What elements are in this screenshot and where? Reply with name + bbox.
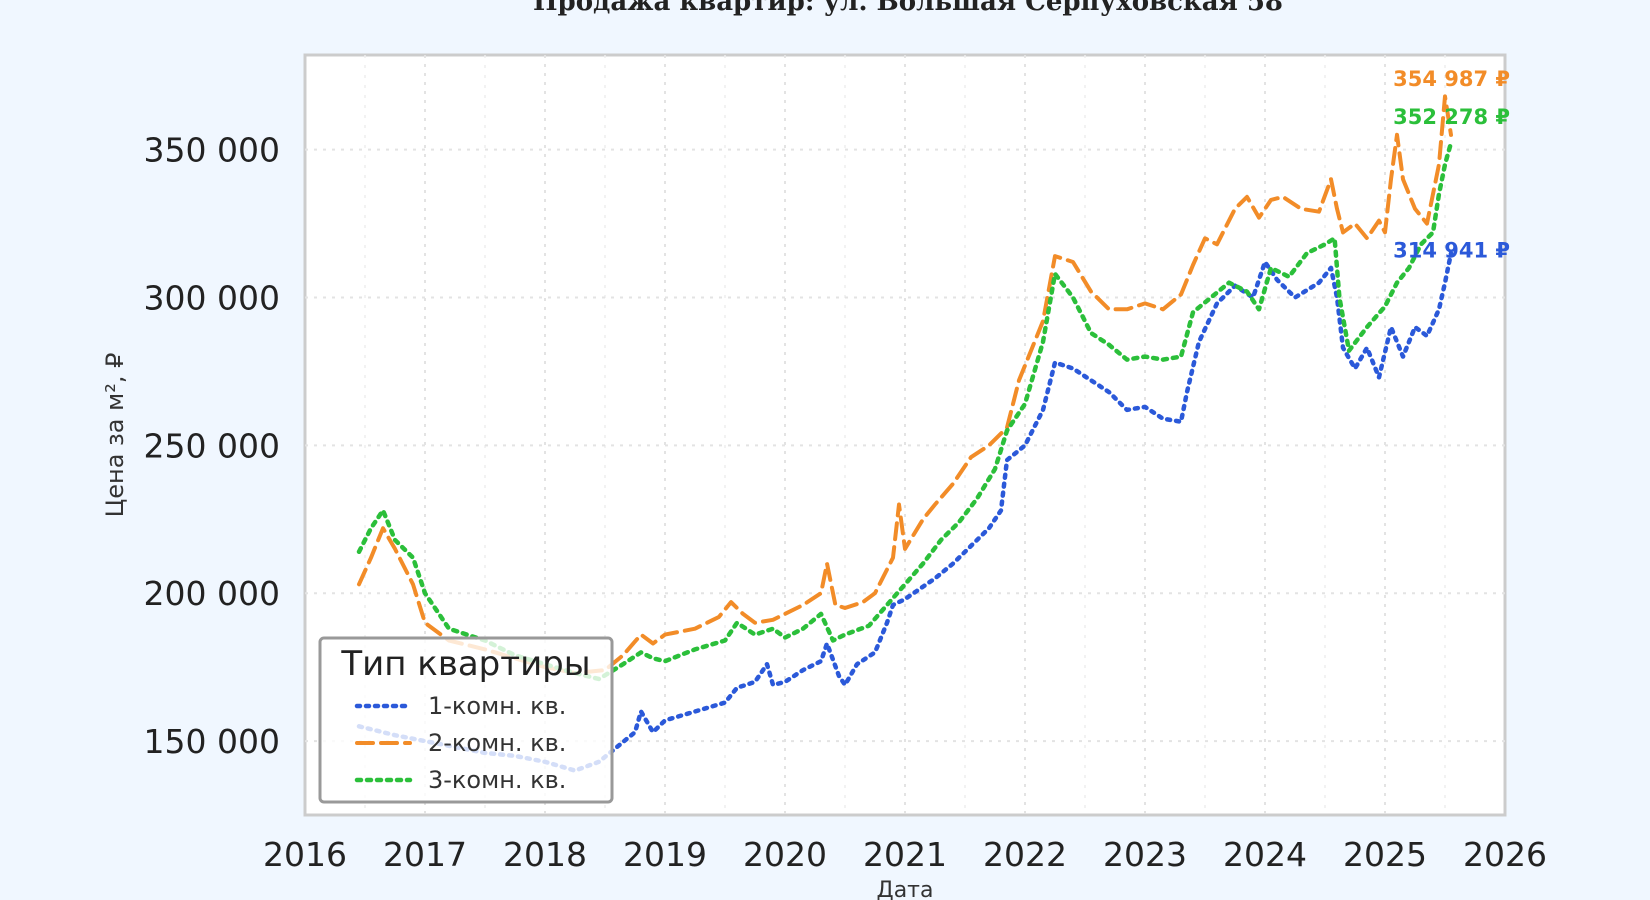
end-value-label-3: 352 278 ₽ bbox=[1393, 105, 1510, 129]
x-tick-label: 2023 bbox=[1103, 835, 1187, 874]
x-tick-label: 2025 bbox=[1343, 835, 1427, 874]
y-tick-label: 350 000 bbox=[144, 131, 280, 170]
series-line-1 bbox=[356, 251, 1454, 773]
x-tick-label: 2018 bbox=[503, 835, 587, 874]
chart-title: Продажа квартир: ул. Большая Серпуховска… bbox=[533, 0, 1283, 17]
legend-label-1: 1-комн. кв. bbox=[428, 692, 566, 720]
x-tick-label: 2021 bbox=[863, 835, 947, 874]
y-tick-label: 250 000 bbox=[144, 426, 280, 465]
end-value-label-2: 354 987 ₽ bbox=[1393, 67, 1510, 91]
legend-label-3: 3-комн. кв. bbox=[428, 766, 566, 794]
y-tick-label: 150 000 bbox=[144, 722, 280, 761]
x-tick-label: 2020 bbox=[743, 835, 827, 874]
legend: Тип квартиры 1-комн. кв. 2-комн. кв. 3-ком… bbox=[318, 636, 614, 804]
y-tick-label: 300 000 bbox=[144, 278, 280, 317]
x-tick-label: 2022 bbox=[983, 835, 1067, 874]
y-axis-label: Цена за м², ₽ bbox=[101, 353, 129, 518]
x-tick-label: 2019 bbox=[623, 835, 707, 874]
x-tick-label: 2017 bbox=[383, 835, 467, 874]
x-axis-ticks: 2016 2017 2018 2019 2020 2021 2022 2023 2024 2025… bbox=[263, 835, 1547, 874]
series-line-2 bbox=[357, 94, 1453, 676]
y-axis-ticks: 150 000 200 000 250 000 300 000 350 000 bbox=[144, 131, 280, 761]
y-tick-label: 200 000 bbox=[144, 574, 280, 613]
x-axis-label: Дата bbox=[877, 878, 934, 900]
legend-items: 1-комн. кв. 2-комн. кв. 3-комн. кв. bbox=[354, 692, 566, 794]
legend-label-2: 2-комн. кв. bbox=[428, 729, 566, 757]
x-tick-label: 2026 bbox=[1463, 835, 1547, 874]
x-tick-label: 2024 bbox=[1223, 835, 1307, 874]
x-tick-label: 2016 bbox=[263, 835, 347, 874]
end-labels: 314 941 ₽ 354 987 ₽ 352 278 ₽ bbox=[1393, 67, 1510, 262]
legend-title: Тип квартиры bbox=[340, 644, 590, 684]
legend-box bbox=[318, 636, 614, 804]
end-value-label-1: 314 941 ₽ bbox=[1393, 238, 1510, 262]
